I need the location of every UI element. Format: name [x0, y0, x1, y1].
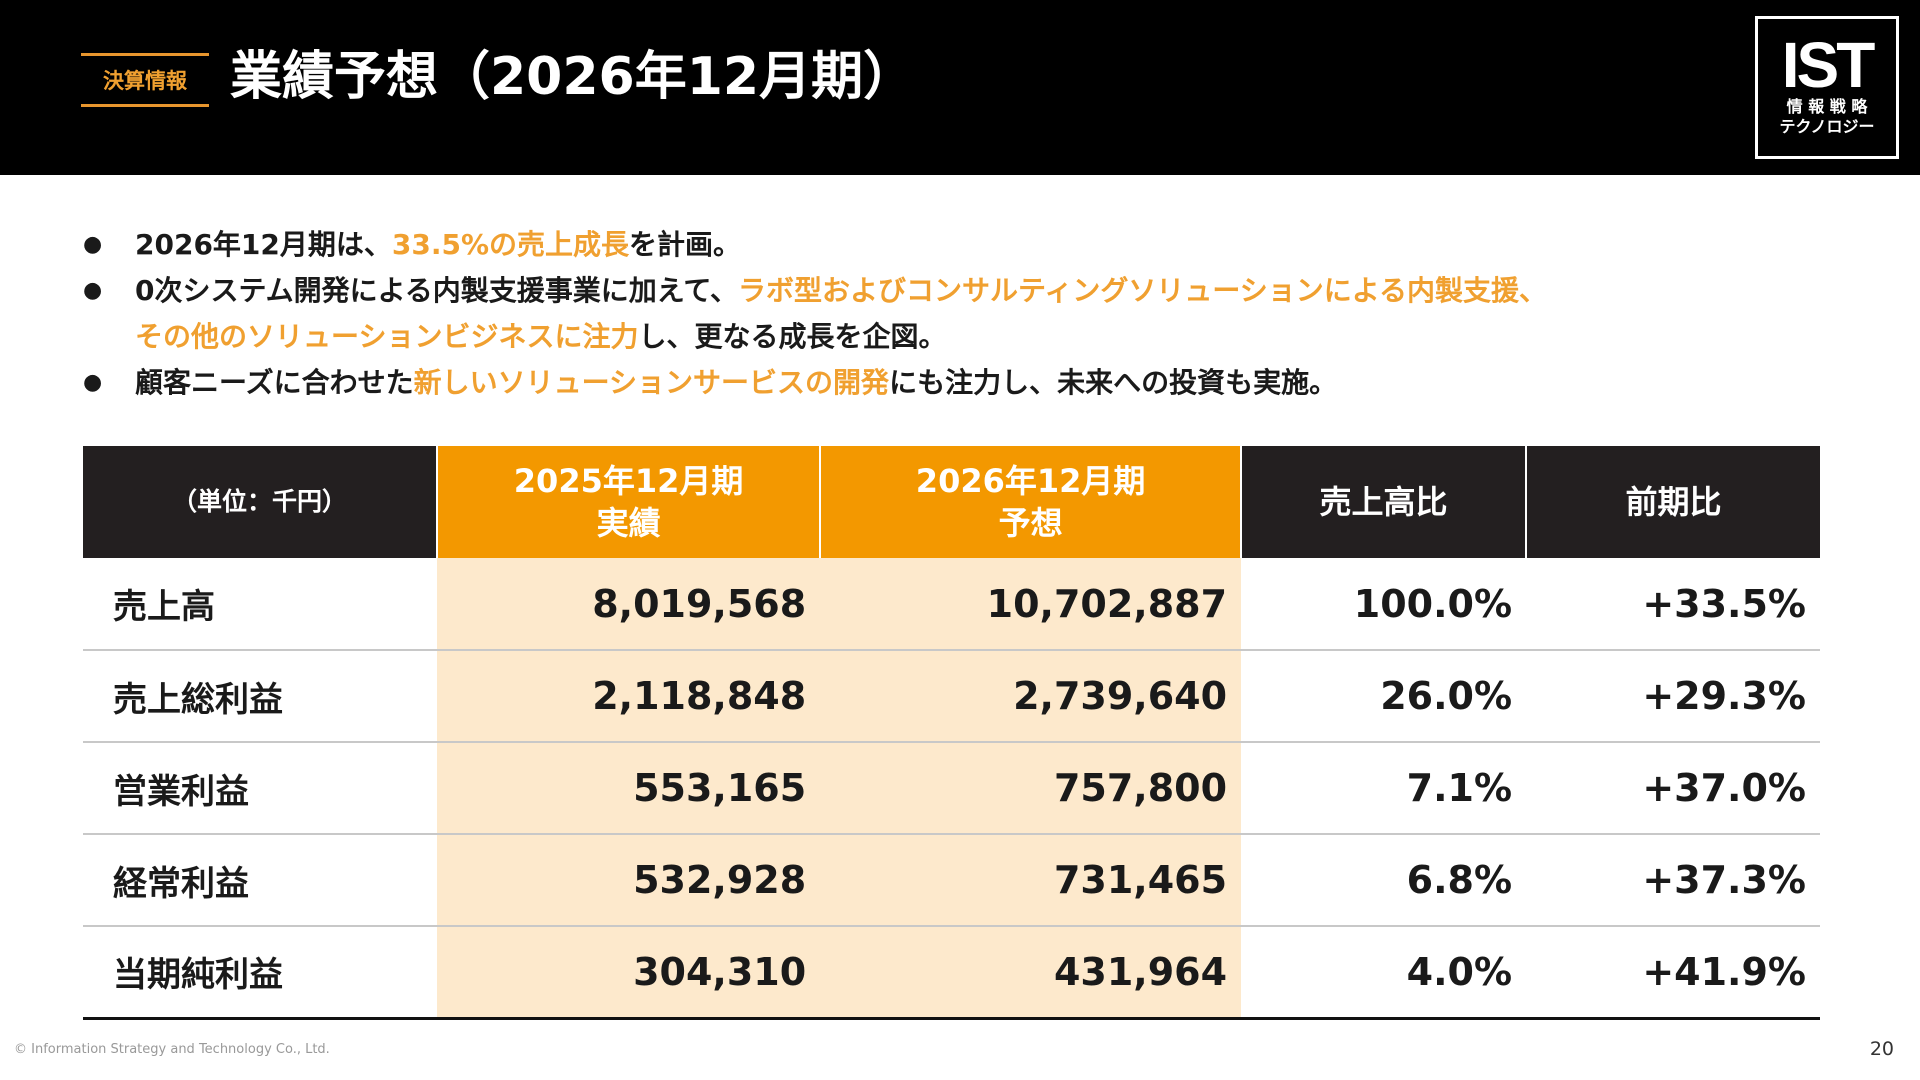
table-cell: 2,739,640: [820, 650, 1242, 743]
forecast-table: （単位：千円） 2025年12月期 実績 2026年12月期 予想 売上高比 前期比 売上高…: [83, 446, 1820, 1020]
table-cell: 2,118,848: [437, 650, 821, 743]
logo-mark: IST: [1781, 29, 1876, 101]
column-header: 前期比: [1525, 446, 1820, 558]
header-bar: 決算情報 業績予想（2026年12月期） IST 情 報 戦 略 テクノロジー: [0, 0, 1920, 175]
highlight-text: 33.5%の売上成長: [391, 228, 630, 261]
company-logo: IST 情 報 戦 略 テクノロジー: [1755, 16, 1899, 159]
table-cell: 6.8%: [1241, 834, 1527, 927]
bullet-dot-icon: ●: [83, 232, 103, 257]
table-row: 売上総利益 2,118,848 2,739,640 26.0% +29.3%: [83, 650, 1820, 743]
column-header: 2025年12月期 実績: [436, 446, 821, 558]
table-cell: 100.0%: [1241, 558, 1527, 651]
bullet-text: 顧客ニーズに合わせた: [135, 366, 414, 399]
table-row: 当期純利益 304,310 431,964 4.0% +41.9%: [83, 926, 1820, 1020]
table-cell: 8,019,568: [437, 558, 821, 651]
row-label: 営業利益: [83, 742, 438, 835]
copyright: © Information Strategy and Technology Co…: [14, 1042, 330, 1057]
row-label: 経常利益: [83, 834, 438, 927]
table-cell: 10,702,887: [820, 558, 1242, 651]
table-cell: 553,165: [437, 742, 821, 835]
page-number: 20: [1869, 1038, 1894, 1060]
table-cell: 731,465: [820, 834, 1242, 927]
bullet-dot-icon: ●: [83, 370, 103, 395]
highlight-text: 新しいソリューションサービスの開発: [413, 366, 890, 399]
table-cell: 431,964: [820, 926, 1242, 1020]
table-cell: 532,928: [437, 834, 821, 927]
bullet-item: ● 2026年12月期は、33.5%の売上成長を計画。: [83, 222, 1547, 268]
table-cell: 304,310: [437, 926, 821, 1020]
column-header: 売上高比: [1240, 446, 1527, 558]
column-header: 2026年12月期 予想: [819, 446, 1242, 558]
row-label: 売上総利益: [83, 650, 438, 743]
table-cell: +41.9%: [1526, 926, 1820, 1020]
table-cell: 757,800: [820, 742, 1242, 835]
bullet-list: ● 2026年12月期は、33.5%の売上成長を計画。 ● 0次システム開発による内製…: [83, 222, 1547, 406]
column-header: （単位：千円）: [83, 446, 438, 558]
bullet-text: を計画。: [629, 228, 742, 261]
table-cell: 4.0%: [1241, 926, 1527, 1020]
highlight-text: ラボ型およびコンサルティングソリューションによる内製支援、: [738, 274, 1547, 307]
bullet-text: 0次システム開発による内製支援事業に加えて、: [135, 274, 739, 307]
table-cell: +37.0%: [1526, 742, 1820, 835]
bullet-item: ● 顧客ニーズに合わせた新しいソリューションサービスの開発にも注力し、未来への投資…: [83, 360, 1547, 406]
logo-line2: テクノロジー: [1779, 117, 1875, 136]
table-cell: 26.0%: [1241, 650, 1527, 743]
table-cell: +37.3%: [1526, 834, 1820, 927]
bullet-text: にも注力し、未来への投資も実施。: [889, 366, 1338, 399]
table-row: 売上高 8,019,568 10,702,887 100.0% +33.5%: [83, 558, 1820, 651]
table-row: 経常利益 532,928 731,465 6.8% +37.3%: [83, 834, 1820, 927]
logo-line1: 情 報 戦 略: [1786, 97, 1868, 116]
table-cell: +29.3%: [1526, 650, 1820, 743]
table-row: 営業利益 553,165 757,800 7.1% +37.0%: [83, 742, 1820, 835]
page-title: 業績予想（2026年12月期）: [230, 47, 916, 107]
bullet-dot-icon: ●: [83, 278, 103, 303]
table-cell: +33.5%: [1526, 558, 1820, 651]
bullet-text: し、更なる成長を企図。: [638, 320, 947, 353]
highlight-text: その他のソリューションビジネスに注力: [135, 320, 639, 353]
bullet-item: ● 0次システム開発による内製支援事業に加えて、ラボ型およびコンサルティングソリュ…: [83, 268, 1547, 360]
bullet-text: 2026年12月期は、: [135, 228, 392, 261]
row-label: 当期純利益: [83, 926, 438, 1020]
row-label: 売上高: [83, 558, 438, 651]
table-cell: 7.1%: [1241, 742, 1527, 835]
section-badge: 決算情報: [81, 53, 209, 107]
